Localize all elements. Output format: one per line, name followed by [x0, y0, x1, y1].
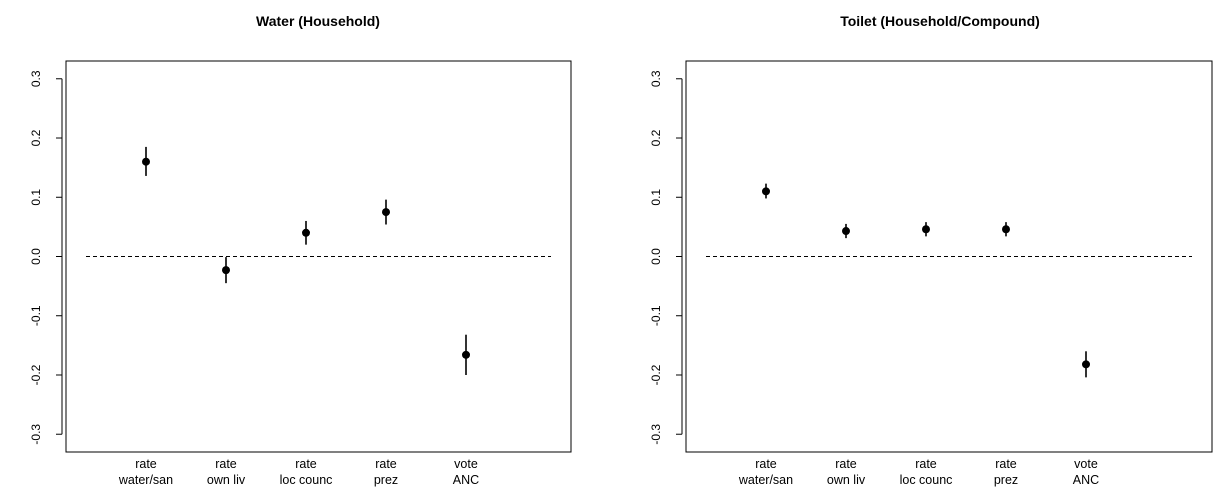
x-category-label: prez [994, 473, 1018, 487]
x-category-label: loc counc [900, 473, 953, 487]
y-tick-label: 0.3 [649, 70, 663, 87]
y-tick-label: 0.1 [29, 189, 43, 206]
chart-title: Water (Household) [256, 13, 380, 29]
x-category-label: rate [835, 457, 857, 471]
y-tick-label: -0.1 [649, 305, 663, 326]
x-category-label: water/san [118, 473, 173, 487]
data-point [142, 157, 150, 166]
x-category-label: rate [995, 457, 1017, 471]
x-category-label: ANC [453, 473, 479, 487]
x-category-label: own liv [827, 473, 866, 487]
data-point [462, 350, 470, 359]
data-point [382, 208, 390, 217]
y-tick-label: 0.2 [649, 129, 663, 146]
x-category-label: rate [215, 457, 237, 471]
x-category-label: own liv [207, 473, 246, 487]
y-tick-label: 0.1 [649, 189, 663, 206]
x-category-label: vote [1074, 457, 1098, 471]
data-point [922, 225, 930, 234]
x-category-label: prez [374, 473, 398, 487]
chart-title: Toilet (Household/Compound) [840, 13, 1040, 29]
x-category-label: vote [454, 457, 478, 471]
plot-frame [685, 60, 1213, 453]
y-tick-label: 0.0 [29, 248, 43, 265]
x-category-label: rate [135, 457, 157, 471]
x-category-label: rate [295, 457, 317, 471]
data-point [1082, 360, 1090, 369]
plot-frame [65, 60, 572, 453]
y-tick-label: -0.3 [29, 424, 43, 445]
x-category-label: ANC [1073, 473, 1099, 487]
y-tick-label: 0.2 [29, 129, 43, 146]
panel-1: Water (Household) -0.3 -0.2 -0.1 0.0 0.1 0.2 0.… [29, 13, 572, 487]
y-tick-label: -0.1 [29, 305, 43, 326]
panel-2: Toilet (Household/Compound) -0.3 -0.2 -0.1 0… [649, 13, 1213, 487]
data-point [222, 266, 230, 275]
y-tick-label: 0.0 [649, 248, 663, 265]
x-category-label: rate [375, 457, 397, 471]
y-tick-label: 0.3 [29, 70, 43, 87]
y-tick-label: -0.3 [649, 424, 663, 445]
x-category-label: rate [915, 457, 937, 471]
y-tick-label: -0.2 [29, 364, 43, 385]
x-category-label: loc counc [280, 473, 333, 487]
x-category-label: rate [755, 457, 777, 471]
data-point [1002, 225, 1010, 234]
data-point [842, 227, 850, 236]
x-category-label: water/san [738, 473, 793, 487]
y-tick-label: -0.2 [649, 364, 663, 385]
data-point [302, 228, 310, 237]
data-point [762, 187, 770, 196]
